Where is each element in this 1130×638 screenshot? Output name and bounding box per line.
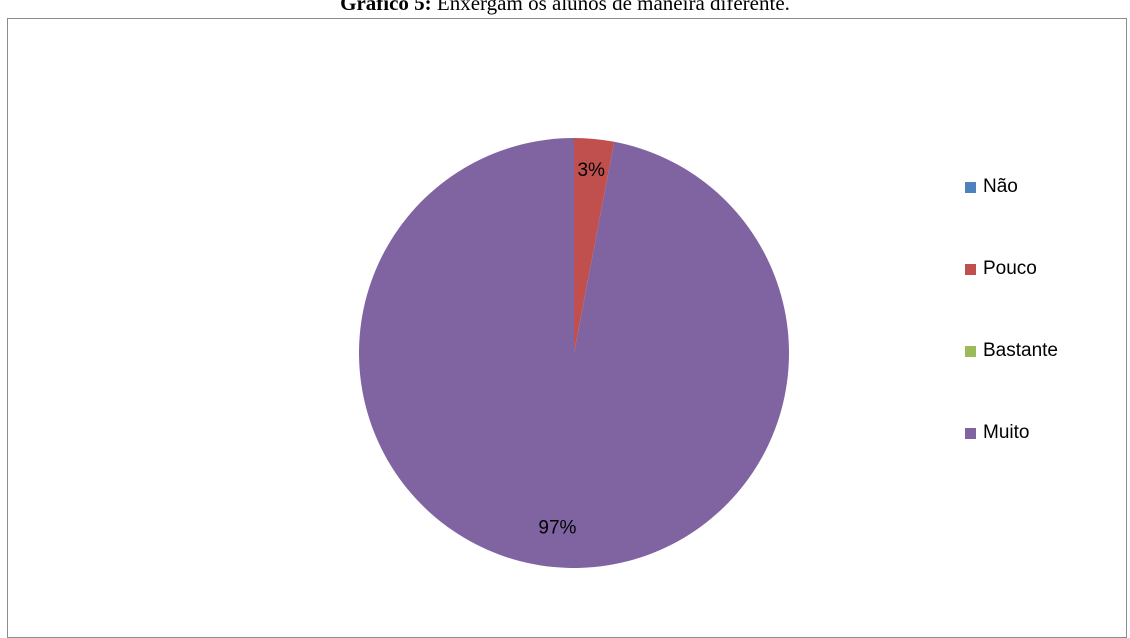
legend-swatch-nao xyxy=(965,181,976,193)
chart-title-text: Enxergam os alunos de maneira diferente. xyxy=(431,0,790,15)
legend-label-pouco: Pouco xyxy=(983,258,1037,279)
legend-swatch-bastante xyxy=(965,345,976,357)
legend-item-pouco: Pouco xyxy=(965,258,1037,280)
legend-swatch-muito xyxy=(965,427,976,439)
chart-title: Gráfico 5: Enxergam os alunos de maneira… xyxy=(0,0,1130,16)
chart-title-prefix: Gráfico 5: xyxy=(340,0,432,15)
legend-label-muito: Muito xyxy=(983,422,1030,443)
data-label-pouco: 3% xyxy=(577,160,605,181)
legend-label-bastante: Bastante xyxy=(983,340,1058,361)
data-label-muito: 97% xyxy=(538,518,576,539)
pie-chart: 3% 97% xyxy=(359,138,789,568)
legend-swatch-pouco xyxy=(965,263,976,275)
legend-item-nao: Não xyxy=(965,176,1018,198)
pie-slice-muito xyxy=(359,138,789,568)
legend-item-muito: Muito xyxy=(965,422,1029,444)
pie-slice-pouco xyxy=(574,138,615,353)
legend-label-nao: Não xyxy=(983,176,1018,197)
legend-item-bastante: Bastante xyxy=(965,340,1058,362)
